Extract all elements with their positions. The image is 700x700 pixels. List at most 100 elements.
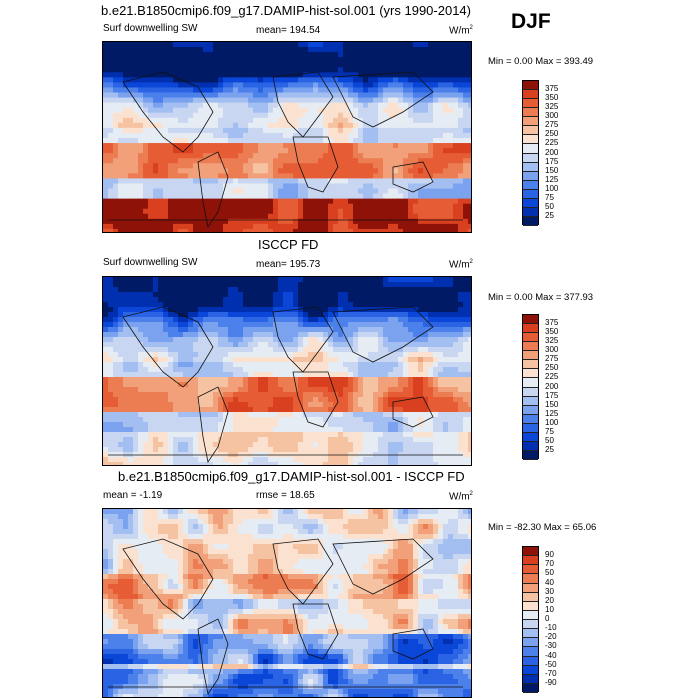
heatmap-cell [443,327,449,333]
heatmap-cell [358,208,364,215]
heatmap-cell [203,317,209,323]
heatmap-cell [258,203,264,210]
heatmap-cell [183,282,189,288]
heatmap-cell [128,292,134,298]
heatmap-cell [178,203,184,210]
heatmap-cell [223,127,229,134]
heatmap-cell [248,62,254,68]
heatmap-cell [198,377,204,383]
heatmap-cell [123,117,129,124]
panel1-map [102,41,472,233]
heatmap-cell [333,203,339,210]
heatmap-cell [128,302,134,308]
heatmap-cell [273,312,279,318]
heatmap-cell [258,218,264,225]
heatmap-cell [258,402,264,408]
heatmap-cell [333,402,339,408]
heatmap-cell [198,72,204,78]
heatmap-cell [463,198,469,205]
heatmap-cell [408,382,414,388]
heatmap-cell [388,92,394,99]
heatmap-cell [148,292,154,298]
heatmap-cell [253,153,259,159]
heatmap-cell [218,332,224,338]
heatmap-cell [393,347,399,353]
heatmap-cell [168,347,174,353]
heatmap-cell [108,322,114,328]
heatmap-cell [198,347,204,353]
heatmap-cell [173,112,179,119]
heatmap-cell [338,203,344,210]
heatmap-cell [243,297,249,303]
heatmap-cell [458,397,464,403]
heatmap-cell [408,342,414,348]
heatmap-cell [258,282,264,288]
heatmap-cell [243,203,249,210]
heatmap-cell [183,82,189,89]
heatmap-cell [343,372,349,378]
heatmap-cell [403,377,409,383]
heatmap-cell [288,77,294,84]
heatmap-cell [458,372,464,378]
heatmap-cell [128,417,134,423]
heatmap-cell [458,292,464,298]
heatmap-cell [113,287,119,293]
heatmap-cell [468,87,471,94]
heatmap-cell [353,223,359,230]
heatmap-cell [328,302,334,308]
heatmap-cell [218,132,224,139]
heatmap-cell [108,397,114,403]
heatmap-cell [288,168,294,174]
heatmap-cell [103,52,109,58]
heatmap-cell [353,163,359,169]
heatmap-cell [248,163,254,169]
heatmap-cell [243,117,249,124]
heatmap-cell [443,143,449,149]
heatmap-cell [338,337,344,343]
heatmap-cell [243,402,249,408]
heatmap-cell [388,198,394,205]
heatmap-cell [228,127,234,134]
heatmap-cell [443,277,449,283]
heatmap-cell [178,112,184,119]
heatmap-cell [133,223,139,230]
heatmap-cell [238,72,244,78]
heatmap-cell [173,173,179,180]
heatmap-cell [143,67,149,73]
heatmap-cell [158,193,164,200]
heatmap-cell [113,362,119,368]
heatmap-cell [158,223,164,230]
heatmap-cell [333,307,339,313]
heatmap-cell [358,82,364,89]
heatmap-cell [303,163,309,169]
heatmap-cell [198,107,204,114]
heatmap-cell [233,287,239,293]
heatmap-cell [343,163,349,169]
heatmap-cell [258,317,264,323]
heatmap-cell [453,168,459,174]
heatmap-cell [408,92,414,99]
heatmap-cell [368,292,374,298]
heatmap-cell [128,322,134,328]
heatmap-cell [383,127,389,134]
heatmap-cell [188,397,194,403]
heatmap-cell [318,337,324,343]
heatmap-cell [418,112,424,119]
heatmap-cell [243,168,249,174]
heatmap-cell [273,292,279,298]
heatmap-cell [308,92,314,99]
heatmap-cell [348,277,354,283]
heatmap-cell [143,77,149,84]
panel1-colorbar [522,80,539,226]
colorbar-swatch [523,126,538,136]
heatmap-cell [193,178,199,185]
heatmap-cell [413,92,419,99]
heatmap-cell [183,317,189,323]
heatmap-cell [308,372,314,378]
heatmap-cell [118,67,124,73]
heatmap-cell [163,352,169,358]
heatmap-cell [153,127,159,134]
heatmap-cell [408,42,414,48]
heatmap-cell [238,153,244,159]
heatmap-cell [133,277,139,283]
